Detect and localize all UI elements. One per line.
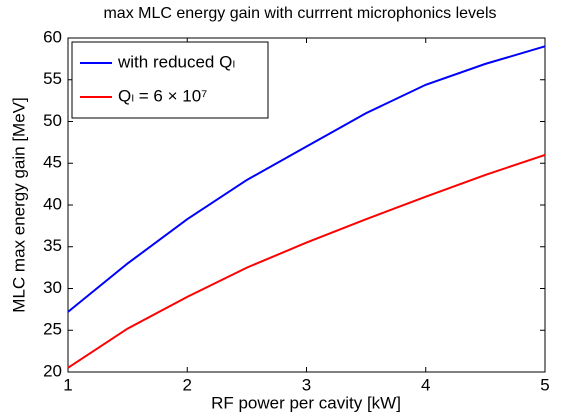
x-tick-label: 5 — [540, 375, 549, 394]
y-tick-label: 40 — [43, 194, 62, 213]
legend-box — [71, 41, 269, 119]
y-tick-label: 45 — [43, 153, 62, 172]
x-tick-label: 3 — [302, 375, 311, 394]
y-tick-label: 35 — [43, 236, 62, 255]
legend-label: with reduced Qₗ — [117, 52, 235, 71]
x-axis-label: RF power per cavity [kW] — [211, 393, 401, 412]
line-series — [67, 153, 546, 369]
x-tick-label: 2 — [183, 375, 192, 394]
x-tick-label: 1 — [63, 375, 72, 394]
line-series — [67, 45, 546, 313]
legend-label: Qₗ = 6 × 10⁷ — [118, 86, 207, 105]
y-tick-label: 50 — [43, 111, 62, 130]
y-axis-label: MLC max energy gain [MeV] — [9, 97, 28, 312]
y-tick-label: 20 — [43, 361, 62, 380]
chart-title: max MLC energy gain with currrent microp… — [103, 5, 496, 22]
y-tick-label: 30 — [43, 278, 62, 297]
y-tick-label: 60 — [43, 27, 62, 46]
y-tick-label: 25 — [43, 320, 62, 339]
y-tick-label: 55 — [43, 69, 62, 88]
x-tick-label: 4 — [421, 375, 430, 394]
